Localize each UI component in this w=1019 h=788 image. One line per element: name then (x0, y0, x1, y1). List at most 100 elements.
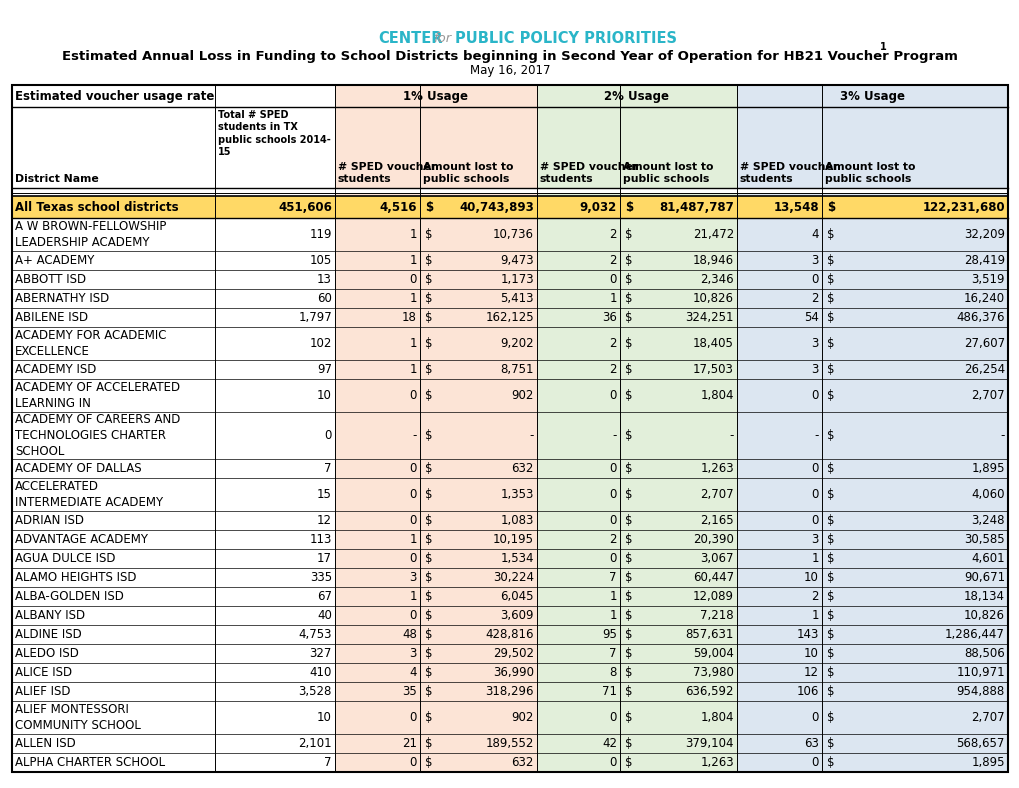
Text: $: $ (625, 228, 632, 241)
Text: 1,895: 1,895 (970, 756, 1004, 769)
Text: 0: 0 (410, 552, 417, 565)
Text: $: $ (625, 462, 632, 475)
Text: $: $ (826, 488, 834, 501)
Text: 1: 1 (409, 337, 417, 350)
Text: Estimated Annual Loss in Funding to School Districts beginning in Second Year of: Estimated Annual Loss in Funding to Scho… (62, 50, 957, 62)
Text: 3,609: 3,609 (500, 609, 534, 622)
Text: 0: 0 (609, 462, 616, 475)
Text: PUBLIC POLICY PRIORITIES: PUBLIC POLICY PRIORITIES (454, 31, 676, 46)
Text: $: $ (425, 571, 432, 584)
Text: 10,195: 10,195 (492, 533, 534, 546)
Text: $: $ (826, 647, 834, 660)
Text: 10: 10 (317, 389, 331, 402)
Text: $: $ (826, 337, 834, 350)
Text: 0: 0 (609, 389, 616, 402)
Text: 0: 0 (811, 462, 818, 475)
Text: 2,101: 2,101 (299, 737, 331, 750)
Text: 1,797: 1,797 (298, 311, 331, 324)
Bar (737, 85, 1007, 107)
Text: 2: 2 (609, 228, 616, 241)
Text: $: $ (625, 552, 632, 565)
Text: 1: 1 (609, 292, 616, 305)
Text: 189,552: 189,552 (485, 737, 534, 750)
Text: $: $ (425, 737, 432, 750)
Text: 9,473: 9,473 (500, 254, 534, 267)
Text: $: $ (625, 292, 632, 305)
Text: A+ ACADEMY: A+ ACADEMY (15, 254, 95, 267)
Text: 1,804: 1,804 (700, 711, 734, 724)
Text: 18: 18 (401, 311, 417, 324)
Text: $: $ (425, 488, 432, 501)
Text: # SPED voucher
students: # SPED voucher students (539, 162, 638, 184)
Text: 5,413: 5,413 (500, 292, 534, 305)
Text: $: $ (625, 488, 632, 501)
Text: $: $ (625, 389, 632, 402)
Text: 2% Usage: 2% Usage (604, 90, 668, 102)
Text: 16,240: 16,240 (963, 292, 1004, 305)
Text: $: $ (826, 571, 834, 584)
Text: 63: 63 (803, 737, 818, 750)
Text: 81,487,787: 81,487,787 (658, 200, 734, 214)
Text: for: for (432, 32, 450, 44)
Text: 17: 17 (317, 552, 331, 565)
Text: $: $ (625, 429, 632, 442)
Text: 0: 0 (609, 711, 616, 724)
Text: 9,202: 9,202 (500, 337, 534, 350)
Text: 36,990: 36,990 (492, 666, 534, 679)
Text: 15: 15 (317, 488, 331, 501)
Text: ACCELERATED
INTERMEDIATE ACADEMY: ACCELERATED INTERMEDIATE ACADEMY (15, 480, 163, 509)
Text: 9,032: 9,032 (579, 200, 616, 214)
Text: 1,286,447: 1,286,447 (945, 628, 1004, 641)
Text: 1: 1 (609, 590, 616, 603)
Text: 162,125: 162,125 (485, 311, 534, 324)
Text: 3: 3 (811, 533, 818, 546)
Bar (334, 107, 536, 188)
Text: 3: 3 (410, 647, 417, 660)
Bar (737, 107, 1007, 188)
Text: 3,528: 3,528 (299, 685, 331, 698)
Text: 90,671: 90,671 (963, 571, 1004, 584)
Text: CENTER: CENTER (378, 31, 442, 46)
Text: 0: 0 (410, 273, 417, 286)
Text: 7: 7 (609, 571, 616, 584)
Text: $: $ (425, 609, 432, 622)
Text: ADRIAN ISD: ADRIAN ISD (15, 514, 84, 527)
Text: 0: 0 (609, 514, 616, 527)
Text: 1,083: 1,083 (500, 514, 534, 527)
Bar (536, 85, 737, 107)
Text: ACADEMY OF CAREERS AND
TECHNOLOGIES CHARTER
SCHOOL: ACADEMY OF CAREERS AND TECHNOLOGIES CHAR… (15, 413, 180, 458)
Text: 29,502: 29,502 (492, 647, 534, 660)
Text: $: $ (425, 552, 432, 565)
Text: 568,657: 568,657 (956, 737, 1004, 750)
Text: All Texas school districts: All Texas school districts (15, 200, 178, 214)
Text: $: $ (826, 514, 834, 527)
Text: $: $ (425, 389, 432, 402)
Text: 1% Usage: 1% Usage (404, 90, 468, 102)
Text: $: $ (425, 363, 432, 376)
Text: 102: 102 (310, 337, 331, 350)
Text: -: - (729, 429, 734, 442)
Text: 0: 0 (609, 552, 616, 565)
Text: $: $ (625, 514, 632, 527)
Text: 35: 35 (401, 685, 417, 698)
Bar (334, 193, 536, 772)
Text: 3,248: 3,248 (970, 514, 1004, 527)
Text: 10: 10 (317, 711, 331, 724)
Text: 12: 12 (317, 514, 331, 527)
Text: 113: 113 (310, 533, 331, 546)
Text: # SPED voucher
students: # SPED voucher students (739, 162, 838, 184)
Text: 2: 2 (609, 533, 616, 546)
Text: 2: 2 (609, 363, 616, 376)
Text: 4,516: 4,516 (379, 200, 417, 214)
Text: 8: 8 (609, 666, 616, 679)
Text: $: $ (826, 590, 834, 603)
Text: $: $ (625, 311, 632, 324)
Text: 2: 2 (609, 254, 616, 267)
Text: Estimated voucher usage rate: Estimated voucher usage rate (15, 90, 214, 102)
Text: ALICE ISD: ALICE ISD (15, 666, 72, 679)
Text: # SPED voucher
students: # SPED voucher students (337, 162, 436, 184)
Text: 636,592: 636,592 (685, 685, 734, 698)
Text: $: $ (425, 647, 432, 660)
Text: $: $ (625, 533, 632, 546)
Text: 18,405: 18,405 (693, 337, 734, 350)
